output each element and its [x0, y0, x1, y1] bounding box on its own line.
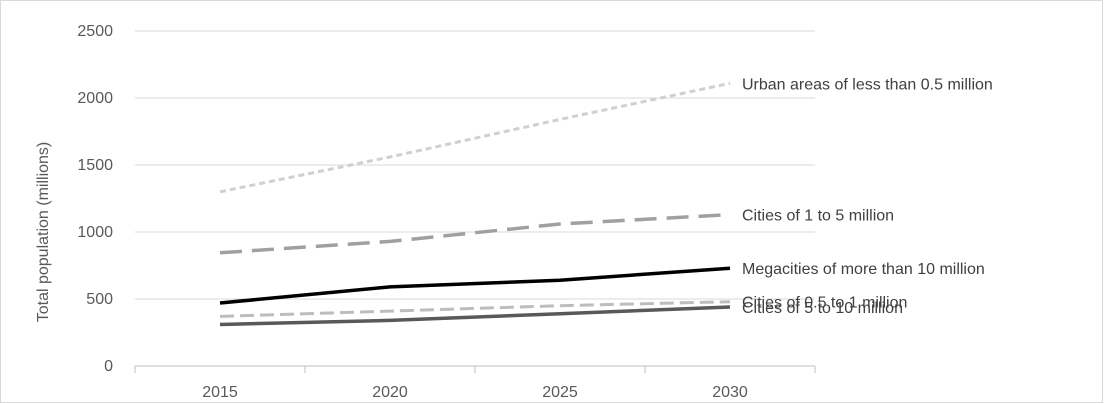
series-label: Urban areas of less than 0.5 million: [742, 76, 993, 93]
x-tick-label: 2030: [712, 384, 748, 401]
series-line: [219, 212, 731, 255]
series-label: Cities of 5 to 10 million: [742, 300, 903, 317]
series-line: [219, 305, 731, 327]
y-tick-label: 500: [86, 291, 113, 308]
x-tick-label: 2020: [372, 384, 408, 401]
series-label: Cities of 0.5 to 1 million: [742, 295, 907, 312]
x-tick-label: 2015: [202, 384, 238, 401]
series-line: [219, 300, 731, 318]
y-axis-title: Total population (millions): [35, 142, 52, 323]
y-tick-label: 2000: [77, 90, 113, 107]
y-tick-label: 2500: [77, 23, 113, 40]
y-tick-label: 1500: [77, 157, 113, 174]
series-label: Cities of 1 to 5 million: [742, 208, 894, 225]
x-tick-label: 2025: [542, 384, 578, 401]
series-line: [219, 81, 731, 194]
y-tick-label: 0: [104, 358, 113, 375]
y-tick-label: 1000: [77, 224, 113, 241]
series-label: Megacities of more than 10 million: [742, 261, 985, 278]
series-line: [219, 266, 731, 305]
